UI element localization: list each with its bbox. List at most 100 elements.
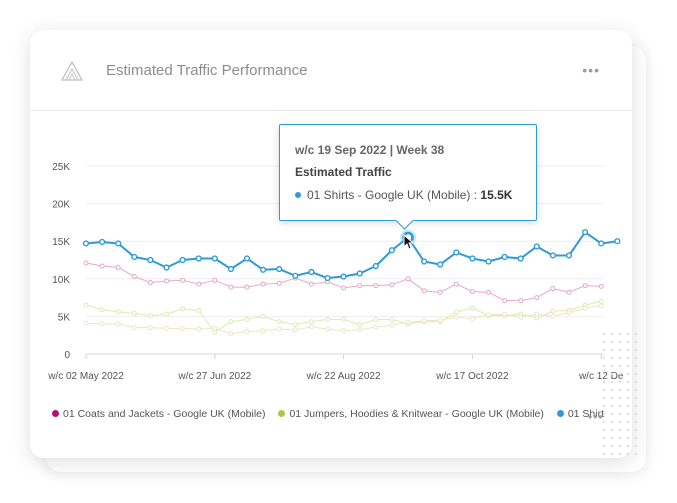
data-point [517,255,524,262]
dot-pattern-decoration [600,330,640,460]
data-point [244,316,250,322]
data-point [389,282,395,288]
data-point [453,314,459,320]
y-tick-label: 25K [52,162,70,173]
data-point [373,324,379,330]
data-point [581,229,589,236]
data-point [164,325,169,331]
data-point [196,326,202,332]
data-point [276,326,282,332]
y-tick-label: 10K [52,275,70,286]
tooltip-series-label: 01 Shirts - Google UK (Mobile) : [307,188,481,202]
mouse-cursor-icon [403,234,413,250]
data-point [565,252,573,259]
data-point [389,316,395,322]
series-line [85,231,618,280]
data-point [534,311,540,317]
data-point [260,281,266,287]
data-point [533,243,540,250]
legend-item-shirts[interactable]: 01 Shirts - Google UK (Mobile) [556,408,604,420]
data-point [244,328,250,334]
data-point [99,263,105,269]
data-point [453,281,459,287]
data-point [534,295,540,301]
data-point [405,319,411,325]
data-point [486,289,491,295]
data-point [260,328,266,334]
data-point [614,238,621,245]
data-point [518,298,524,304]
data-point [340,273,347,280]
data-point [469,289,475,295]
data-point [598,240,605,247]
data-point [292,327,298,333]
data-point [582,305,588,311]
data-point [388,247,396,254]
more-horizontal-icon[interactable]: ••• [582,62,600,78]
data-point [147,325,153,331]
data-point [308,281,314,287]
legend-dot [556,410,564,417]
data-point [453,309,459,315]
traffic-line-chart: 0 5K 10K 15K 20K 25K w/c 02 May 2022 w/c 27 Jun… [47,162,624,382]
x-tick-label: w/c 27 Jun 2022 [177,371,251,382]
tooltip-title: w/c 19 Sep 2022 | Week 38 [295,143,445,157]
data-point [356,270,363,277]
data-point [147,256,154,264]
data-point [82,240,90,247]
data-point [244,284,250,290]
data-point [357,322,363,328]
mountain-logo-icon [61,61,83,81]
data-point [549,252,557,259]
series-line [85,262,602,302]
data-point [421,318,427,324]
legend-item-coats[interactable]: 01 Coats and Jackets - Google UK (Mobile… [52,408,266,420]
data-point [373,283,379,289]
data-point [164,311,169,317]
data-point [228,319,234,325]
data-point [115,240,122,247]
legend-item-jumpers[interactable]: 01 Jumpers, Hoodies & Knitwear - Google … [278,408,544,420]
data-point [550,286,556,292]
data-point [131,253,138,261]
data-point [227,265,235,273]
tooltip-series-dot [295,192,301,198]
legend-label: 01 Shirts - Google UK (Mobile) [567,408,604,420]
data-point [582,283,588,289]
data-point [292,272,299,279]
data-point [228,331,234,337]
data-point [357,327,363,333]
data-point [566,289,572,295]
data-point [195,255,202,262]
tooltip-value: 15.5K [480,188,513,202]
data-point [99,307,105,313]
data-point [421,258,428,265]
data-point [276,280,282,286]
data-point [421,288,427,294]
data-point [550,308,556,314]
data-point [437,317,443,323]
data-point [341,328,347,334]
data-point [180,306,186,312]
x-tick-label: w/c 17 Oct 2022 [435,371,509,382]
legend-more-icon[interactable]: ••• [588,410,604,424]
data-point [550,313,556,319]
data-point [276,265,283,273]
data-point [196,307,202,313]
data-point [389,322,395,328]
data-point [308,268,315,276]
data-point [324,274,331,282]
data-point [163,264,170,271]
x-tick-label: w/c 22 Aug 2022 [306,371,381,382]
data-point [485,258,492,265]
data-point [212,325,218,331]
data-point [131,325,137,331]
data-point [502,311,508,317]
data-point [341,285,347,291]
data-point [437,289,443,295]
data-point [147,313,153,319]
data-point [308,324,314,330]
legend-label: 01 Jumpers, Hoodies & Knitwear - Google … [289,408,544,420]
data-point [212,277,218,283]
data-point [276,319,282,325]
